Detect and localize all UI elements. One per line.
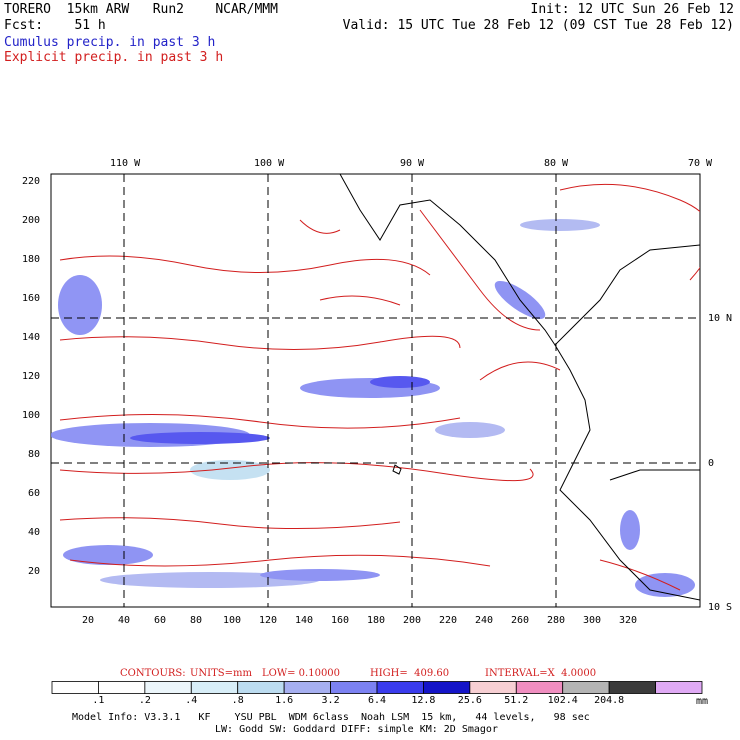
- colorbar-label: .4: [185, 695, 198, 706]
- colorbar-label: 1.6: [275, 695, 294, 706]
- y-tick: 220: [22, 176, 41, 187]
- lon-label-90w: 90 W: [400, 158, 425, 169]
- x-tick: 160: [331, 615, 350, 626]
- valid-time: Valid: 15 UTC Tue 28 Feb 12 (09 CST Tue …: [342, 18, 734, 33]
- legend-explicit: Explicit precip. in past 3 h: [4, 50, 224, 65]
- colorbar-label: 51.2: [504, 695, 529, 706]
- explicit-precip-layer: [59, 183, 700, 591]
- x-tick: 280: [547, 615, 566, 626]
- model-info-line2: LW: Godd SW: Goddard DIFF: simple KM: 2D…: [215, 724, 498, 735]
- x-tick: 40: [118, 615, 131, 626]
- colorbar-swatch: [423, 681, 471, 694]
- colorbar-label: .8: [231, 695, 244, 706]
- cumulus-precip-layer: [51, 219, 695, 597]
- init-time: Init: 12 UTC Sun 26 Feb 12: [530, 2, 735, 17]
- colorbar-swatch: [655, 681, 703, 694]
- colorbar-swatch: [98, 681, 146, 694]
- colorbar-label: 204.8: [594, 695, 625, 706]
- y-tick: 80: [28, 449, 41, 460]
- x-tick: 100: [223, 615, 242, 626]
- lon-label-100w: 100 W: [254, 158, 285, 169]
- lon-label-110w: 110 W: [110, 158, 141, 169]
- colorbar-swatch: [51, 681, 99, 694]
- y-tick: 120: [22, 371, 41, 382]
- coastline: [339, 174, 700, 601]
- x-tick: 320: [619, 615, 638, 626]
- y-tick: 20: [28, 566, 41, 577]
- colorbar-swatch: [562, 681, 610, 694]
- lat-label-10n: 10 N: [708, 313, 733, 324]
- colorbar-swatch: [330, 681, 378, 694]
- x-tick: 120: [259, 615, 278, 626]
- colorbar-swatch: [144, 681, 192, 694]
- y-tick: 200: [22, 215, 41, 226]
- colorbar-label: 12.8: [411, 695, 436, 706]
- x-tick: 180: [367, 615, 386, 626]
- colorbar-label: .2: [138, 695, 151, 706]
- y-tick: 40: [28, 527, 41, 538]
- lon-label-80w: 80 W: [544, 158, 569, 169]
- colorbar-swatch: [376, 681, 424, 694]
- contours-units: UNITS=mm: [190, 668, 252, 679]
- x-tick: 220: [439, 615, 458, 626]
- contours-interval: INTERVAL=X 4.0000: [485, 668, 597, 679]
- colorbar-label: 6.4: [367, 695, 387, 706]
- colorbar-label: 3.2: [321, 695, 340, 706]
- model-info-line1: Model Info: V3.3.1 KF YSU PBL WDM 6class…: [72, 712, 590, 723]
- legend-cumulus: Cumulus precip. in past 3 h: [4, 35, 216, 50]
- forecast-hour: Fcst: 51 h: [4, 18, 106, 33]
- y-tick: 160: [22, 293, 41, 304]
- x-tick: 260: [511, 615, 530, 626]
- x-tick: 20: [82, 615, 95, 626]
- y-tick: 180: [22, 254, 41, 265]
- x-tick: 240: [475, 615, 494, 626]
- lat-label-0: 0: [708, 458, 715, 469]
- run-title: TORERO 15km ARW Run2 NCAR/MMM: [4, 2, 278, 17]
- x-tick: 200: [403, 615, 422, 626]
- colorbar-swatch: [190, 681, 239, 694]
- colorbar: [51, 681, 703, 694]
- y-tick: 60: [28, 488, 41, 499]
- colorbar-swatch: [515, 681, 564, 694]
- x-tick: 60: [154, 615, 167, 626]
- colorbar-units: mm: [696, 696, 709, 707]
- x-tick: 140: [295, 615, 314, 626]
- colorbar-swatch: [469, 681, 517, 694]
- x-tick: 300: [583, 615, 602, 626]
- colorbar-swatch: [283, 681, 331, 694]
- y-tick: 100: [22, 410, 41, 421]
- y-tick: 140: [22, 332, 41, 343]
- contours-label: CONTOURS:: [120, 668, 186, 679]
- colorbar-label: 102.4: [547, 695, 578, 706]
- colorbar-swatch: [237, 681, 285, 694]
- lon-label-70w: 70 W: [688, 158, 713, 169]
- x-tick: 80: [190, 615, 203, 626]
- lat-lon-grid: [51, 174, 700, 607]
- colorbar-label: 25.6: [457, 695, 482, 706]
- contours-low: LOW= 0.10000: [262, 668, 341, 679]
- lat-label-10s: 10 S: [708, 602, 733, 613]
- colorbar-label: .1: [92, 695, 105, 706]
- colorbar-swatch: [608, 681, 656, 694]
- contours-high: HIGH= 409.60: [370, 668, 450, 679]
